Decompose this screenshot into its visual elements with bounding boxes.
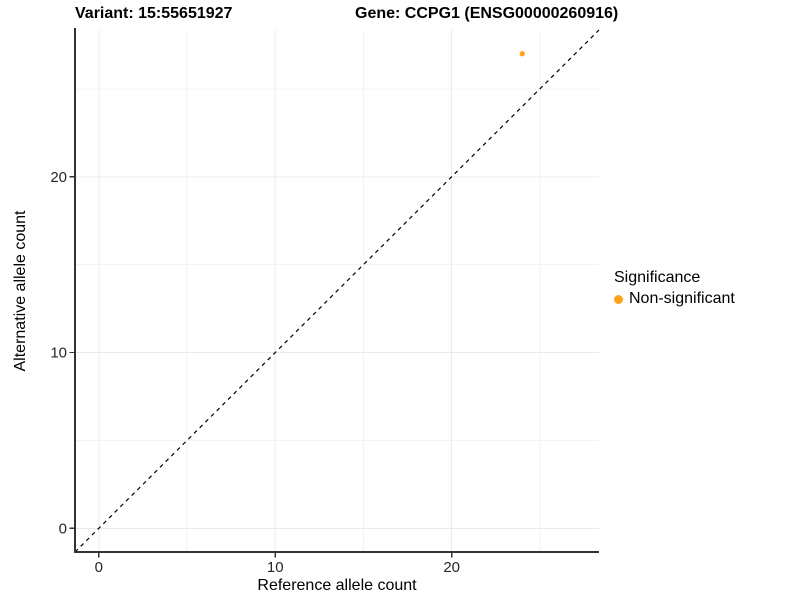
x-tick-label: 20 xyxy=(443,559,460,576)
data-point xyxy=(519,51,525,57)
legend-title: Significance xyxy=(614,269,701,286)
plot-title-variant: Variant: 15:55651927 xyxy=(75,5,233,22)
x-tick-label: 0 xyxy=(95,559,103,576)
plot-title-gene: Gene: CCPG1 (ENSG00000260916) xyxy=(355,5,619,22)
legend-item-non-significant: Non-significant xyxy=(614,290,735,308)
legend-point-icon xyxy=(614,294,623,304)
y-tick-label: 10 xyxy=(50,345,67,362)
legend: Significance Non-significant xyxy=(614,269,735,308)
legend-item-label: Non-significant xyxy=(629,290,735,307)
identity-reference-line xyxy=(74,29,600,553)
x-tick-label: 10 xyxy=(267,559,284,576)
y-tick-label: 0 xyxy=(59,520,67,537)
x-axis-title: Reference allele count xyxy=(257,577,417,594)
y-tick-label: 20 xyxy=(50,169,67,186)
